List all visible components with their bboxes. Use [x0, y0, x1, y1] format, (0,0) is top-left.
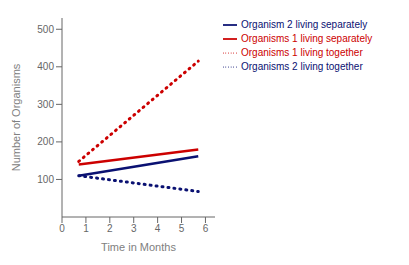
- svg-text:400: 400: [37, 61, 54, 72]
- html-text:Organism 2 living separately: Organism 2 living separately: [241, 18, 368, 30]
- html-text:Organisms 1 living together: Organisms 1 living together: [241, 46, 363, 58]
- svg-text:500: 500: [37, 24, 54, 35]
- svg-text:200: 200: [37, 136, 54, 147]
- html-text:Organisms 1 living separately: Organisms 1 living separately: [241, 32, 373, 44]
- svg-text:300: 300: [37, 99, 54, 110]
- html-text:Organisms 2 living together: Organisms 2 living together: [241, 60, 363, 72]
- svg-text:6: 6: [203, 223, 209, 234]
- svg-text:0: 0: [59, 223, 65, 234]
- svg-text:2: 2: [107, 223, 113, 234]
- svg-text:4: 4: [155, 223, 161, 234]
- svg-text:5: 5: [179, 223, 185, 234]
- svg-text:3: 3: [131, 223, 137, 234]
- svg-text:Number of Organisms: Number of Organisms: [10, 63, 22, 171]
- svg-text:Time in Months: Time in Months: [101, 241, 176, 253]
- svg-text:100: 100: [37, 174, 54, 185]
- svg-text:1: 1: [83, 223, 89, 234]
